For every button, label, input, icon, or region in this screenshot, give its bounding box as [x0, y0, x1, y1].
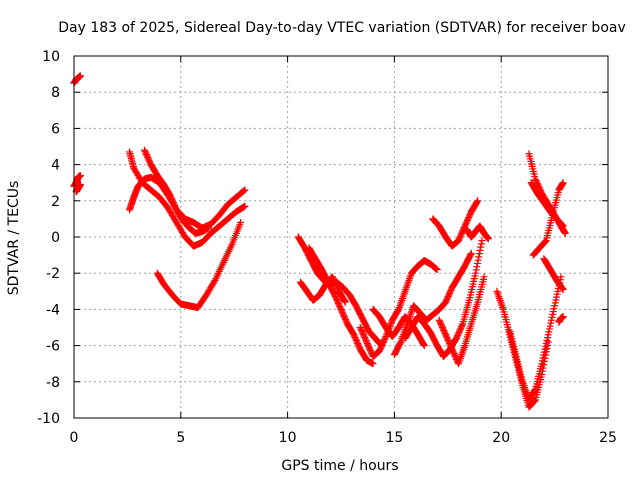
data-point: [76, 171, 84, 179]
x-axis-ticks: 0 5 10 15 20 25: [70, 56, 617, 446]
series-arc-7: [153, 219, 245, 312]
data-point: [474, 256, 482, 264]
data-point: [531, 386, 539, 394]
data-point: [541, 237, 549, 245]
series-arc-19: [506, 273, 565, 404]
data-point: [473, 259, 481, 267]
data-point: [237, 219, 245, 227]
y-tick-label: 4: [51, 158, 60, 174]
data-point: [559, 222, 567, 230]
data-point: [433, 266, 441, 274]
y-tick-label: -8: [46, 375, 60, 391]
data-point: [387, 320, 395, 328]
chart-title: Day 183 of 2025, Sidereal Day-to-day VTE…: [58, 20, 626, 36]
series-arc-9: [296, 273, 349, 306]
data-point: [369, 360, 377, 368]
x-tick-label: 5: [176, 430, 185, 446]
series-arc-3: [72, 181, 84, 196]
y-tick-label: -6: [46, 339, 60, 355]
data-point: [472, 266, 480, 274]
grid-lines: [74, 56, 608, 418]
data-point: [472, 269, 480, 277]
y-tick-label: -4: [46, 302, 60, 318]
data-point: [559, 285, 567, 293]
series-arc-16: [435, 273, 488, 368]
data-point: [559, 285, 567, 293]
y-tick-label: -2: [46, 266, 60, 282]
series-arc-24: [555, 313, 567, 326]
data-point: [541, 238, 549, 246]
data-point: [557, 273, 565, 281]
data-point: [476, 246, 484, 254]
series-arc-21: [527, 179, 567, 230]
y-tick-label: 2: [51, 194, 60, 210]
data-point: [559, 313, 567, 321]
data-point: [240, 187, 248, 195]
data-point: [76, 72, 84, 80]
data-point: [558, 221, 566, 229]
data-point: [420, 342, 428, 350]
x-tick-label: 0: [70, 430, 79, 446]
y-tick-label: -10: [37, 411, 60, 427]
y-tick-label: 8: [51, 85, 60, 101]
y-axis-ticks: -10 -8 -6 -4 -2 0 2 4 6 8 10: [37, 49, 608, 427]
data-point: [484, 235, 492, 243]
series-arc-10: [305, 244, 377, 368]
data-point: [477, 243, 485, 251]
data-point: [475, 253, 483, 261]
series-arc-22: [529, 179, 567, 259]
data-point: [381, 334, 389, 342]
x-tick-label: 20: [492, 430, 510, 446]
data-point: [477, 240, 485, 248]
data-point: [210, 278, 218, 286]
x-tick-label: 10: [279, 430, 297, 446]
series-arc-5: [126, 148, 249, 250]
data-point: [458, 321, 466, 329]
data-point: [76, 181, 84, 189]
data-point: [341, 297, 349, 305]
data-point: [531, 397, 539, 405]
data-point: [473, 198, 481, 206]
data-point: [478, 237, 486, 245]
data-point: [474, 197, 482, 205]
data-point: [396, 339, 404, 347]
series-arc-18: [493, 287, 552, 411]
data-point: [467, 249, 475, 257]
x-tick-label: 25: [599, 430, 617, 446]
data-point: [473, 263, 481, 271]
data-point: [475, 250, 483, 258]
data-point: [559, 221, 567, 229]
data-point: [420, 341, 428, 349]
data-point: [530, 397, 538, 405]
data-point: [561, 229, 569, 237]
data-point: [559, 179, 567, 187]
y-axis-label: SDTVAR / TECUs: [6, 181, 22, 296]
data-point: [239, 187, 247, 195]
y-tick-label: 0: [51, 230, 60, 246]
data-point: [205, 224, 213, 232]
data-point: [241, 202, 249, 210]
y-tick-label: 6: [51, 121, 60, 137]
data-point: [241, 186, 249, 194]
series-arc-15: [429, 197, 482, 250]
series-arc-17: [463, 222, 492, 243]
series-arc-6: [140, 146, 213, 237]
data-point: [341, 298, 349, 306]
data-point: [480, 273, 488, 281]
data-point: [467, 251, 475, 259]
y-tick-label: 10: [42, 49, 60, 65]
series-arc-11: [356, 257, 441, 360]
series-arc-1: [70, 72, 84, 87]
x-axis-label: GPS time / hours: [281, 458, 398, 474]
data-point: [382, 333, 390, 341]
x-tick-label: 15: [385, 430, 403, 446]
series-arc-23: [540, 255, 567, 293]
data-points: [70, 72, 569, 411]
